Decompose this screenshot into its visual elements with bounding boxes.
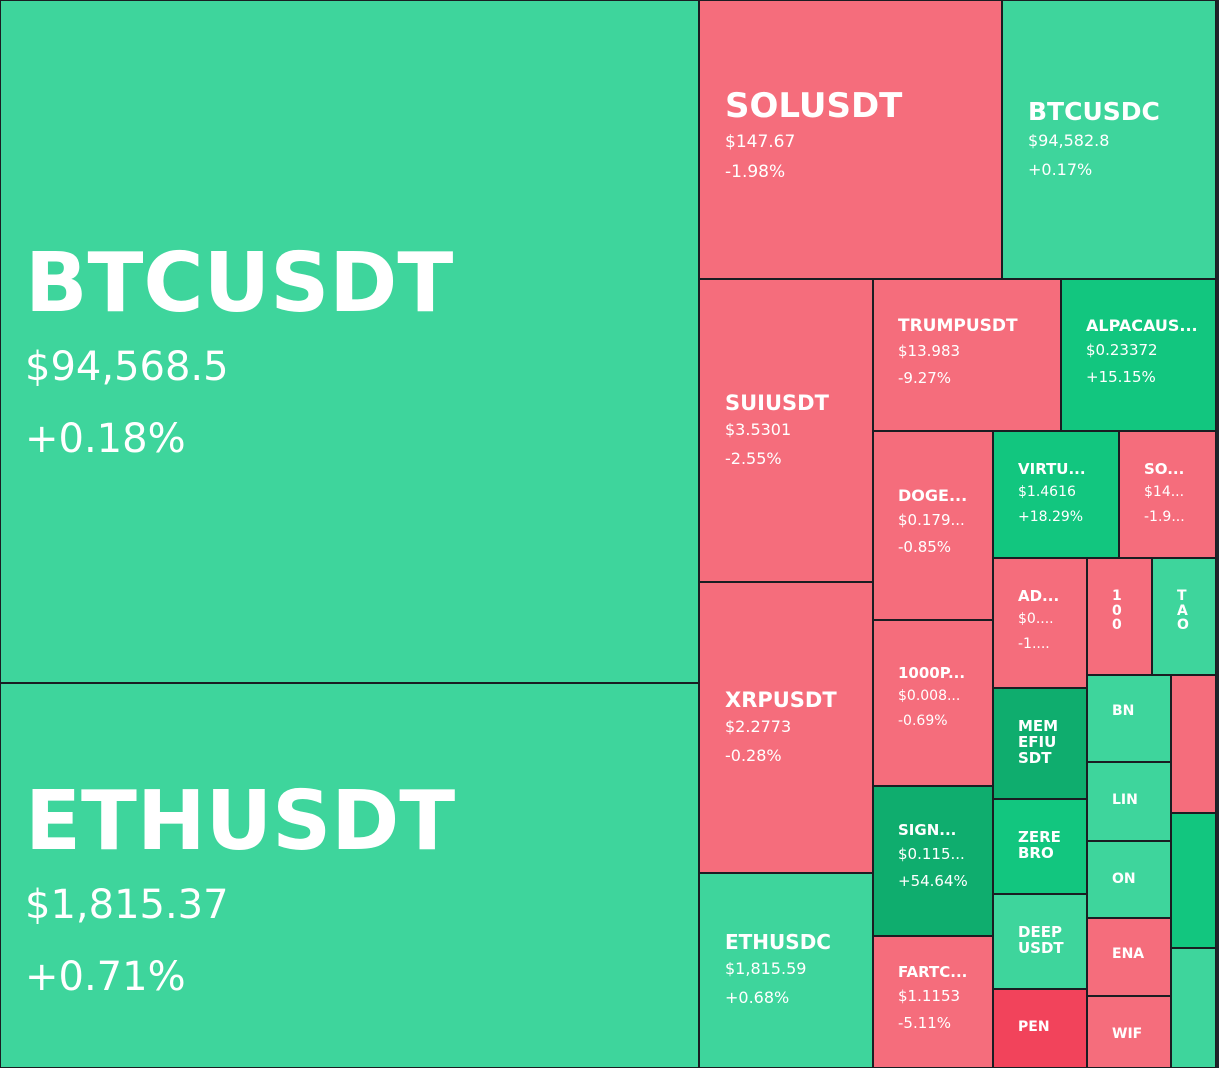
tile-symbol: ON	[1112, 872, 1136, 887]
treemap-tile-memefiusdt[interactable]: MEMEFIUSDT	[993, 688, 1087, 799]
treemap-tile-solusdt[interactable]: SOLUSDT $147.67 -1.98%	[699, 0, 1002, 279]
tile-change: -5.11%	[898, 1013, 952, 1032]
treemap-tile-ena[interactable]: ENA	[1087, 918, 1171, 996]
tile-symbol: BN	[1112, 704, 1135, 719]
tile-symbol: ENA	[1112, 947, 1145, 962]
treemap-tile-wif[interactable]: WIF	[1087, 996, 1171, 1068]
tile-price: $94,582.8	[1028, 131, 1110, 151]
treemap-tile-unlabeled-22[interactable]	[1171, 813, 1216, 948]
tile-symbol: BTCUSDC	[1028, 99, 1160, 126]
tile-symbol: VIRTU...	[1018, 462, 1086, 478]
tile-price: $0.23372	[1086, 340, 1158, 359]
treemap-tile-virtu[interactable]: VIRTU... $1.4616 +18.29%	[993, 431, 1119, 558]
tile-symbol: SUIUSDT	[725, 392, 829, 415]
treemap-tile-so[interactable]: SO... $14... -1.9...	[1119, 431, 1216, 558]
tile-price: $3.5301	[725, 420, 792, 440]
treemap-tile-suiusdt[interactable]: SUIUSDT $3.5301 -2.55%	[699, 279, 873, 582]
tile-change: -9.27%	[898, 368, 952, 387]
tile-price: $14...	[1144, 483, 1185, 500]
tile-change: -1.98%	[725, 161, 786, 182]
tile-symbol: 100	[1112, 589, 1122, 634]
treemap-tile-fartc[interactable]: FARTC... $1.1153 -5.11%	[873, 936, 993, 1068]
tile-change: -1....	[1018, 635, 1050, 652]
treemap-tile-unlabeled-17[interactable]	[1171, 675, 1216, 813]
tile-symbol: SOLUSDT	[725, 89, 903, 125]
treemap-tile-deepusdt[interactable]: DEEPUSDT	[993, 894, 1087, 989]
tile-symbol: PEN	[1018, 1020, 1050, 1035]
tile-price: $13.983	[898, 341, 961, 360]
treemap-tile-tao[interactable]: TAO	[1152, 558, 1216, 675]
tile-symbol: ETHUSDC	[725, 932, 831, 953]
tile-symbol: WIF	[1112, 1027, 1143, 1042]
tile-price: $0.008...	[898, 687, 961, 704]
tile-change: -1.9...	[1144, 508, 1185, 525]
treemap-tile-ad[interactable]: AD... $0.... -1....	[993, 558, 1087, 688]
tile-symbol: BTCUSDT	[25, 241, 454, 328]
tile-price: $147.67	[725, 131, 796, 152]
tile-change: +0.18%	[25, 416, 186, 463]
tile-change: -0.28%	[725, 746, 782, 766]
treemap-tile-unlabeled-29[interactable]	[1171, 948, 1216, 1068]
tile-symbol: DOGE...	[898, 488, 968, 505]
tile-change: +18.29%	[1018, 508, 1084, 525]
tile-change: -0.85%	[898, 537, 952, 556]
treemap-tile-on[interactable]: ON	[1087, 841, 1171, 918]
tile-symbol: AD...	[1018, 589, 1060, 605]
treemap-tile-xrpusdt[interactable]: XRPUSDT $2.2773 -0.28%	[699, 582, 873, 873]
tile-symbol: SIGN...	[898, 823, 957, 839]
treemap-tile-100[interactable]: 100	[1087, 558, 1152, 675]
tile-price: $1,815.59	[725, 959, 807, 978]
tile-symbol: TRUMPUSDT	[898, 318, 1018, 336]
tile-change: +54.64%	[898, 871, 968, 890]
treemap-tile-btcusdc[interactable]: BTCUSDC $94,582.8 +0.17%	[1002, 0, 1216, 279]
tile-symbol: FARTC...	[898, 965, 968, 981]
treemap-tile-pen[interactable]: PEN	[993, 989, 1087, 1068]
treemap-tile-trumpusdt[interactable]: TRUMPUSDT $13.983 -9.27%	[873, 279, 1061, 431]
treemap-tile-sign[interactable]: SIGN... $0.115... +54.64%	[873, 786, 993, 936]
tile-change: +0.71%	[25, 954, 186, 1001]
treemap-tile-doge[interactable]: DOGE... $0.179... -0.85%	[873, 431, 993, 620]
treemap-tile-alpacaus[interactable]: ALPACAUS... $0.23372 +15.15%	[1061, 279, 1216, 431]
tile-price: $94,568.5	[25, 344, 229, 391]
treemap-tile-ethusdc[interactable]: ETHUSDC $1,815.59 +0.68%	[699, 873, 873, 1068]
tile-change: +15.15%	[1086, 367, 1156, 386]
tile-price: $0....	[1018, 610, 1054, 627]
tile-change: -2.55%	[725, 449, 782, 469]
tile-change: -0.69%	[898, 712, 948, 729]
tile-symbol: DEEPUSDT	[1018, 925, 1064, 957]
treemap-tile-zerebro[interactable]: ZEREBRO	[993, 799, 1087, 894]
treemap-tile-btcusdt[interactable]: BTCUSDT $94,568.5 +0.18%	[0, 0, 699, 683]
treemap-tile-lin[interactable]: LIN	[1087, 762, 1171, 841]
treemap-tile-1000p[interactable]: 1000P... $0.008... -0.69%	[873, 620, 993, 786]
tile-price: $1,815.37	[25, 882, 229, 929]
treemap-tile-ethusdt[interactable]: ETHUSDT $1,815.37 +0.71%	[0, 683, 699, 1068]
tile-price: $0.179...	[898, 510, 965, 529]
tile-symbol: MEMEFIUSDT	[1018, 719, 1059, 767]
tile-symbol: TAO	[1177, 589, 1189, 634]
tile-price: $1.4616	[1018, 483, 1076, 500]
tile-change: +0.68%	[725, 988, 790, 1007]
tile-price: $0.115...	[898, 844, 965, 863]
tile-symbol: SO...	[1144, 462, 1185, 478]
tile-symbol: ETHUSDT	[25, 779, 456, 866]
tile-price: $1.1153	[898, 986, 961, 1005]
tile-symbol: LIN	[1112, 793, 1138, 808]
tile-symbol: ALPACAUS...	[1086, 318, 1198, 335]
tile-symbol: ZEREBRO	[1018, 830, 1061, 862]
tile-symbol: XRPUSDT	[725, 689, 837, 712]
tile-change: +0.17%	[1028, 160, 1093, 180]
treemap-tile-bn[interactable]: BN	[1087, 675, 1171, 762]
tile-symbol: 1000P...	[898, 666, 966, 682]
tile-price: $2.2773	[725, 717, 792, 737]
